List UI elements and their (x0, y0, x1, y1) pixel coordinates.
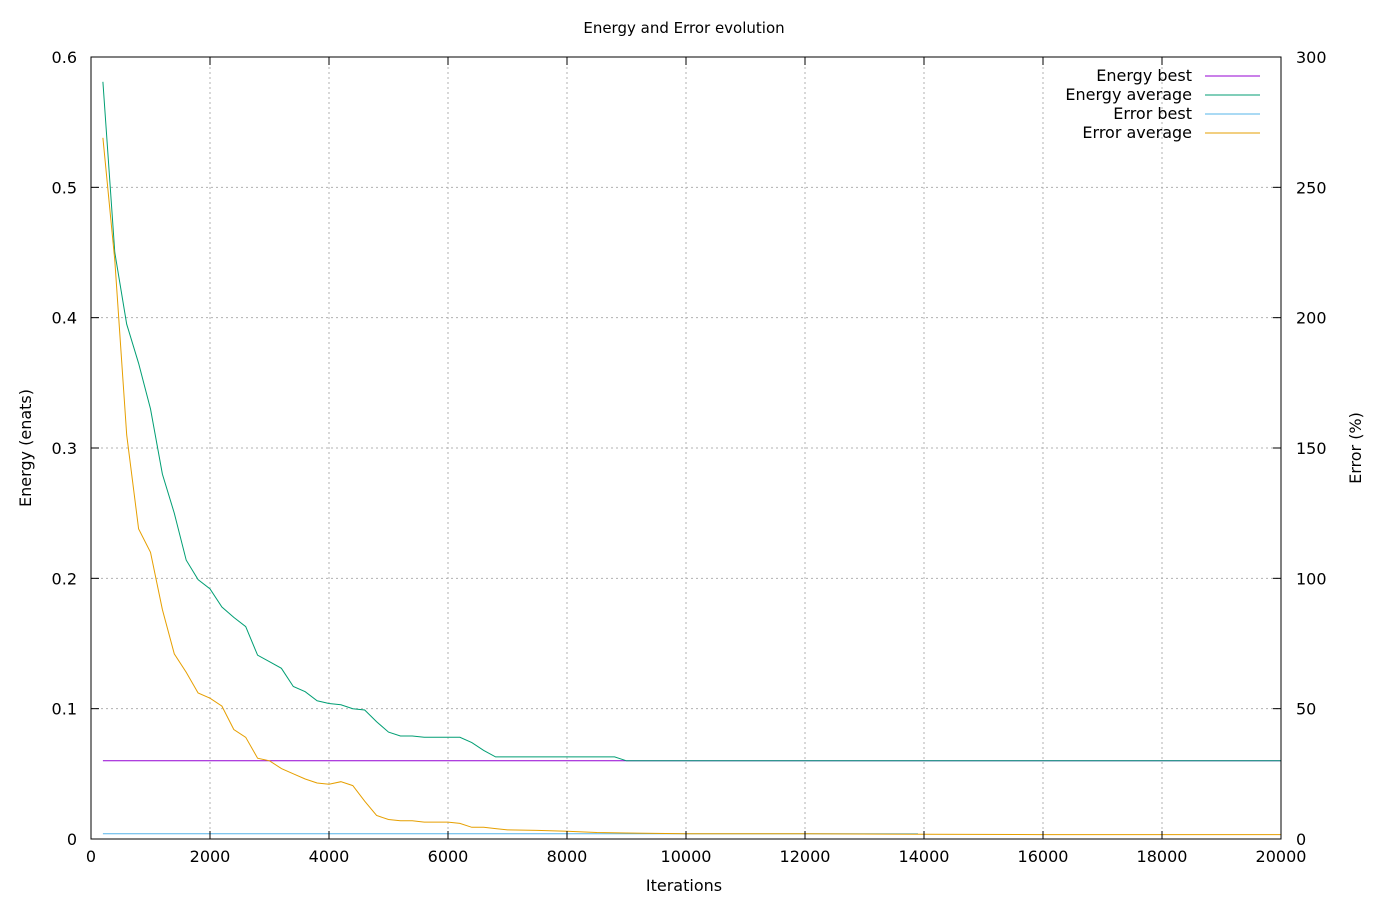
legend-label-energy-average: Energy average (1065, 85, 1192, 104)
x-tick-label: 18000 (1137, 847, 1188, 866)
y2-tick-label: 250 (1296, 178, 1327, 197)
legend-label-error-average: Error average (1082, 123, 1192, 142)
x-tick-label: 4000 (309, 847, 350, 866)
y-tick-label: 0.3 (52, 439, 77, 458)
series-line-energy-average (102, 81, 1281, 762)
y2-tick-label: 100 (1296, 569, 1327, 588)
x-tick-label: 6000 (428, 847, 469, 866)
legend-label-energy-best: Energy best (1096, 66, 1192, 85)
x-tick-label: 2000 (190, 847, 231, 866)
x-tick-label: 20000 (1256, 847, 1307, 866)
legend-label-error-best: Error best (1113, 104, 1192, 123)
y-tick-label: 0 (67, 830, 77, 849)
y-tick-label: 0.1 (52, 700, 77, 719)
y2-tick-label: 150 (1296, 439, 1327, 458)
y2-tick-label: 200 (1296, 309, 1327, 328)
x-tick-label: 0 (86, 847, 96, 866)
y-tick-label: 0.6 (52, 48, 77, 67)
y-tick-label: 0.5 (52, 178, 77, 197)
x-tick-label: 12000 (780, 847, 831, 866)
y2-tick-label: 300 (1296, 48, 1327, 67)
y-axis-label: Energy (enats) (16, 389, 35, 507)
x-tick-label: 8000 (547, 847, 588, 866)
x-tick-label: 14000 (899, 847, 950, 866)
y-tick-label: 0.2 (52, 569, 77, 588)
axis-ticks: 0 2000 4000 6000 8000 10000 12000 14000 16000 180… (52, 48, 1327, 866)
y2-tick-label: 0 (1296, 830, 1306, 849)
series-lines (102, 81, 1281, 836)
y2-axis-label: Error (%) (1346, 412, 1365, 484)
x-tick-label: 16000 (1018, 847, 1069, 866)
series-line-error-average (102, 137, 1281, 836)
x-axis-label: Iterations (646, 876, 722, 895)
grid (91, 57, 1281, 839)
x-tick-label: 10000 (661, 847, 712, 866)
chart-title: Energy and Error evolution (583, 19, 784, 37)
y-tick-label: 0.4 (52, 309, 77, 328)
y2-tick-label: 50 (1296, 700, 1316, 719)
